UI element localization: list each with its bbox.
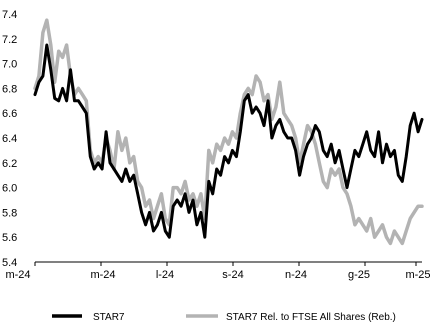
x-tick-label: m-25 — [405, 269, 430, 281]
y-tick-label: 7.4 — [2, 9, 17, 21]
y-tick-label: 6.8 — [2, 83, 17, 95]
y-tick-label: 5.8 — [2, 207, 17, 219]
legend-label: STAR7 Rel. to FTSE All Shares (Reb.) — [226, 312, 396, 323]
y-axis: 7.4 7.2 7.0 6.8 6.6 6.4 6.2 6.0 5.8 5.6 5.4 — [2, 9, 17, 269]
y-tick-label: 6.4 — [2, 133, 17, 145]
series-layer — [33, 18, 424, 246]
y-tick-label: 5.4 — [2, 257, 17, 269]
series-line-star7 — [33, 43, 424, 239]
y-tick-label: 7.2 — [2, 34, 17, 46]
y-tick-label: 7.0 — [2, 59, 17, 71]
y-tick-label: 6.0 — [2, 183, 17, 195]
series-line-star7-rel — [33, 18, 424, 246]
x-tick-label: g-25 — [348, 269, 370, 281]
x-tick-label: l-24 — [156, 269, 174, 281]
legend: STAR7 STAR7 Rel. to FTSE All Shares (Reb.… — [52, 312, 396, 323]
x-tick-label: s-24 — [222, 269, 243, 281]
y-tick-label: 6.2 — [2, 158, 17, 170]
y-tick-label: 6.6 — [2, 108, 17, 120]
y-tick-label: 5.6 — [2, 232, 17, 244]
legend-label: STAR7 — [93, 312, 125, 323]
x-tick-label: m-24 — [5, 269, 30, 281]
x-tick-label: n-24 — [285, 269, 307, 281]
x-tick-label: m-24 — [90, 269, 115, 281]
x-axis: m-24 m-24 l-24 s-24 n-24 g-25 m-25 — [5, 261, 430, 281]
